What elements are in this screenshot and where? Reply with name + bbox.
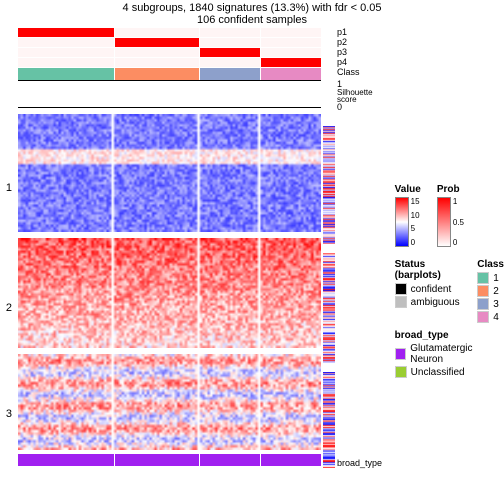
track-labels: p1 p2 p3 p4 Class 1 Silhouette score 0 b…	[337, 28, 389, 471]
right-sidebar-strip	[323, 28, 335, 471]
class-track	[18, 68, 321, 80]
title-main: 4 subgroups, 1840 signatures (13.3%) wit…	[0, 2, 504, 14]
row-group-axis: 1 2 3	[0, 28, 18, 471]
broad-type-track	[18, 454, 321, 466]
probability-tracks	[18, 28, 321, 68]
heatmap	[18, 114, 321, 450]
silhouette-track	[18, 80, 321, 108]
legends: Value 15 10 5 0 Prob 1 0	[395, 28, 504, 471]
title-sub: 106 confident samples	[0, 14, 504, 26]
